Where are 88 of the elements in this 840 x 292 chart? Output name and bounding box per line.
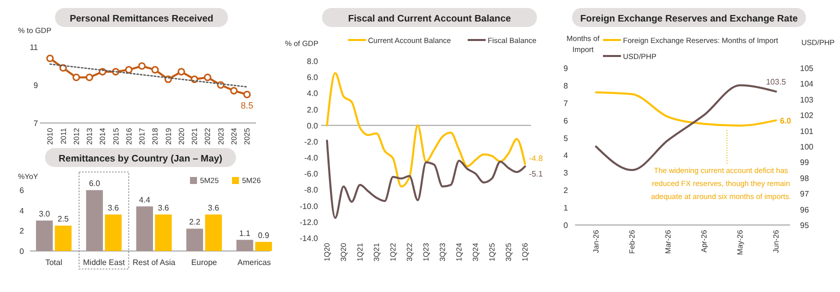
y-tick-label: 2: [564, 186, 569, 196]
y-tick-label: -14.0: [300, 234, 319, 243]
y-tick-label: 0.0: [306, 121, 319, 130]
y2-tick-label: 99: [800, 158, 810, 168]
point: [243, 90, 251, 98]
bar: [104, 214, 122, 251]
data-label: 6.0: [88, 179, 101, 188]
y2-tick-label: 98: [800, 174, 810, 183]
chart-title: Foreign Exchange Reserves and Exchange Rate: [580, 14, 798, 24]
line-series: [326, 140, 526, 219]
point: [86, 74, 94, 82]
data-label: 0.9: [258, 230, 270, 240]
y-tick-label: 6: [20, 186, 25, 196]
bar: [155, 214, 172, 251]
y-tick-label: 7: [34, 119, 39, 128]
bar: [205, 214, 222, 251]
y-tick-label: -2.0: [304, 137, 319, 146]
y2-tick-label: 102: [800, 111, 814, 120]
data-label: 3.6: [158, 203, 170, 212]
data-label: 2.2: [189, 218, 201, 227]
data-label: 3.0: [38, 210, 51, 219]
y2-tick-label: 105: [800, 64, 814, 73]
chart-title: Fiscal and Current Account Balance: [348, 14, 511, 24]
data-label: 103.5: [766, 78, 787, 87]
y-tick-label: -10.0: [300, 202, 319, 211]
y2-tick-label: 96: [800, 205, 810, 214]
point: [138, 62, 146, 70]
x-tick-label: Middle East: [83, 258, 126, 267]
y-tick-label: -4.0: [304, 154, 319, 163]
chart-title: Remittances by Country (Jan – May): [58, 154, 222, 164]
data-label: 3.6: [208, 203, 220, 212]
point: [125, 66, 133, 74]
y-tick-label: 6.0: [306, 73, 319, 82]
data-label: 4.4: [139, 195, 151, 204]
point: [46, 54, 54, 62]
y-tick-label: 0: [564, 221, 569, 230]
y2-tick-label: 100: [800, 142, 814, 152]
bar: [36, 220, 53, 251]
bar: [54, 226, 72, 251]
x-tick-label: Americas: [238, 258, 271, 267]
y-tick-label: 6: [564, 116, 569, 126]
point: [178, 68, 186, 76]
chart-title: Personal Remittances Received: [70, 14, 214, 24]
y-tick-label: 8.0: [306, 57, 319, 66]
y2-tick-label: 101: [800, 126, 814, 136]
y-tick-label: 5: [564, 134, 569, 143]
point: [151, 66, 159, 74]
data-label: 8.5: [240, 100, 254, 110]
x-tick-label: Total: [45, 258, 62, 267]
bar: [86, 190, 103, 251]
y2-tick-label: 103: [800, 95, 814, 104]
data-label: -5.1: [529, 169, 544, 178]
point: [230, 86, 238, 94]
bar: [136, 206, 153, 251]
y-tick-label: 11: [30, 43, 39, 52]
y-tick-label: 1: [564, 204, 569, 213]
point: [72, 74, 80, 82]
line-series: [326, 72, 526, 188]
x-tick-label: Rest of Asia: [132, 258, 176, 267]
y-tick-label: -6.0: [304, 170, 319, 179]
bar: [186, 228, 204, 251]
data-label: 3.6: [108, 203, 120, 212]
y-tick-label: 7: [564, 98, 569, 108]
line-series: [49, 63, 248, 88]
y-tick-label: -12.0: [300, 218, 319, 227]
y-tick-label: 8: [564, 81, 569, 90]
y-tick-label: 3: [564, 168, 569, 178]
y-tick-label: 2.0: [306, 105, 319, 114]
data-label: 6.0: [780, 116, 792, 126]
y2-tick-label: 97: [800, 190, 810, 199]
line-series: [595, 91, 777, 127]
data-label: 1.1: [239, 228, 251, 238]
y-tick-label: 2: [20, 226, 25, 236]
y-tick-label: 9: [564, 64, 569, 73]
y2-tick-label: 104: [800, 80, 814, 89]
bar: [236, 240, 254, 251]
data-label: 2.5: [58, 214, 70, 224]
data-label: -4.8: [529, 154, 544, 163]
y-tick-label: 4: [564, 151, 569, 160]
y2-tick-label: 95: [800, 221, 810, 230]
bar: [255, 242, 272, 251]
x-tick-label: Europe: [191, 258, 218, 267]
y-tick-label: 9: [34, 81, 39, 90]
y-tick-label: 4.0: [306, 89, 319, 98]
point: [204, 74, 212, 82]
y-tick-label: -8.0: [304, 186, 319, 195]
y-tick-label: 0: [20, 247, 25, 256]
y-tick-label: 4: [20, 206, 25, 216]
